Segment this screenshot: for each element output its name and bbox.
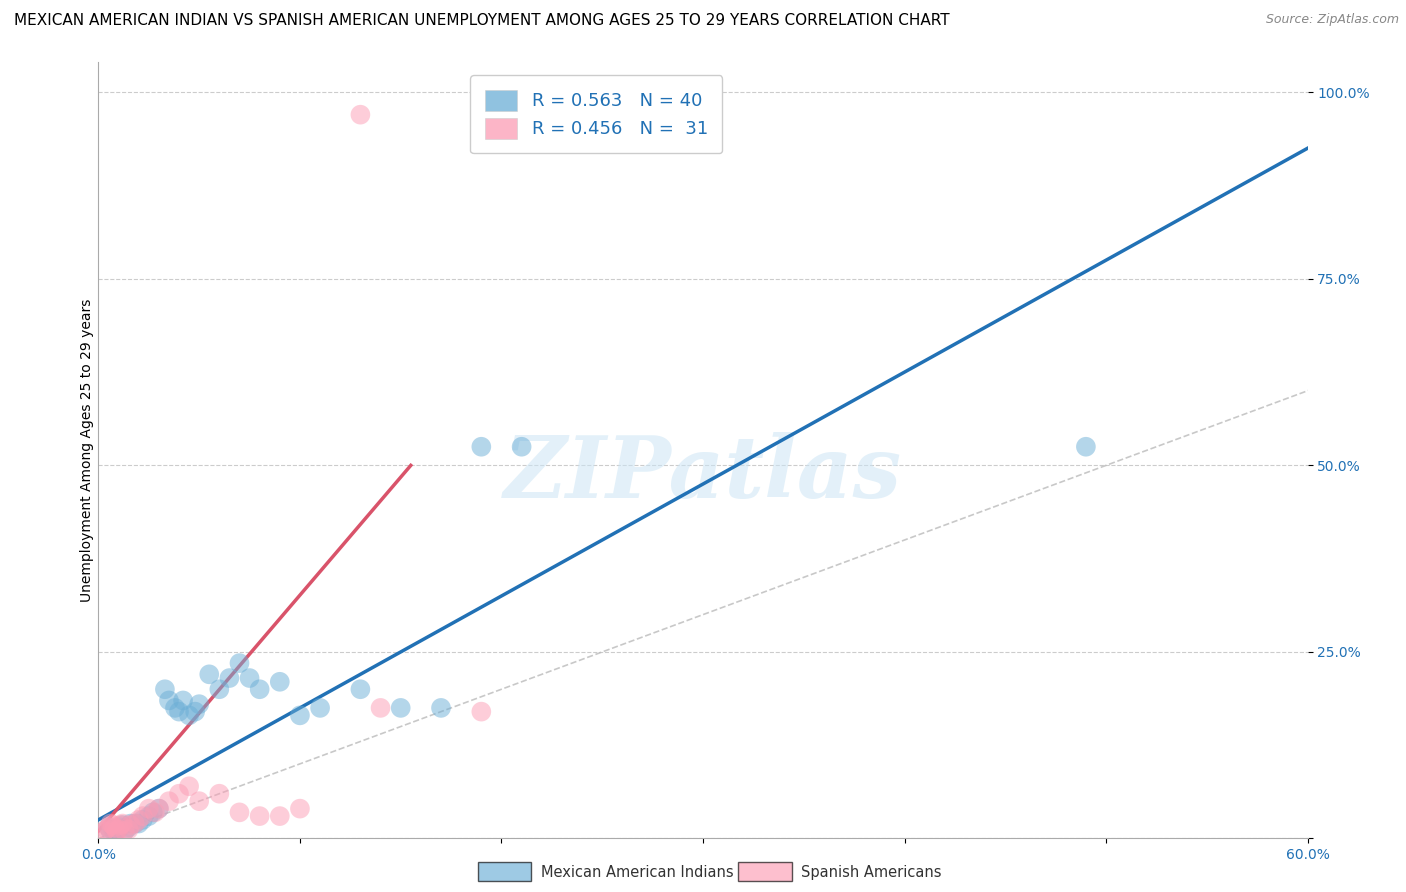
- Point: [96, 822, 118, 837]
- Point: [208, 787, 231, 801]
- Point: [142, 805, 165, 820]
- Text: Spanish Americans: Spanish Americans: [801, 865, 942, 880]
- Point: [269, 809, 291, 823]
- Point: [118, 822, 141, 837]
- Point: [114, 824, 136, 838]
- Point: [188, 794, 211, 808]
- Point: [138, 802, 160, 816]
- Point: [128, 813, 150, 827]
- Point: [114, 824, 136, 838]
- Point: [107, 822, 129, 836]
- Point: [138, 809, 160, 823]
- Point: [128, 816, 150, 830]
- Point: [103, 825, 125, 839]
- Point: [132, 809, 155, 823]
- Point: [93, 824, 115, 838]
- Point: [167, 705, 190, 719]
- Point: [288, 802, 311, 816]
- Point: [111, 816, 134, 830]
- Point: [153, 682, 176, 697]
- Point: [97, 820, 120, 834]
- Point: [148, 802, 170, 816]
- Point: [188, 697, 211, 711]
- Point: [105, 824, 128, 838]
- Point: [163, 701, 186, 715]
- Point: [470, 440, 492, 454]
- Point: [100, 816, 122, 830]
- Point: [228, 656, 250, 670]
- Point: [239, 671, 262, 685]
- Text: Mexican American Indians: Mexican American Indians: [541, 865, 734, 880]
- Point: [97, 820, 120, 834]
- Text: ZIPatlas: ZIPatlas: [503, 432, 903, 516]
- Point: [107, 822, 129, 837]
- Point: [228, 805, 250, 820]
- Point: [167, 787, 190, 801]
- Point: [179, 708, 201, 723]
- Point: [105, 824, 128, 838]
- Point: [101, 822, 124, 837]
- Point: [103, 820, 125, 834]
- Point: [470, 705, 492, 719]
- Point: [1074, 440, 1097, 454]
- Point: [269, 674, 291, 689]
- Point: [120, 818, 142, 832]
- Point: [349, 682, 371, 697]
- Point: [124, 816, 146, 830]
- Point: [218, 671, 240, 685]
- Point: [184, 705, 207, 719]
- Point: [118, 820, 141, 834]
- Point: [100, 824, 122, 838]
- Point: [110, 818, 132, 832]
- Text: Source: ZipAtlas.com: Source: ZipAtlas.com: [1265, 13, 1399, 27]
- Point: [157, 693, 180, 707]
- Point: [249, 809, 271, 823]
- Point: [198, 667, 221, 681]
- Point: [101, 818, 124, 832]
- Point: [349, 108, 371, 122]
- Point: [370, 701, 392, 715]
- Point: [208, 682, 231, 697]
- Point: [179, 779, 201, 793]
- Point: [132, 813, 155, 827]
- Point: [249, 682, 271, 697]
- Point: [111, 818, 134, 832]
- Y-axis label: Unemployment Among Ages 25 to 29 years: Unemployment Among Ages 25 to 29 years: [80, 299, 94, 602]
- Point: [510, 440, 533, 454]
- Point: [172, 693, 194, 707]
- Point: [389, 701, 412, 715]
- Point: [157, 794, 180, 808]
- Point: [120, 816, 142, 830]
- Point: [309, 701, 332, 715]
- Point: [288, 708, 311, 723]
- Point: [430, 701, 453, 715]
- Legend: R = 0.563   N = 40, R = 0.456   N =  31: R = 0.563 N = 40, R = 0.456 N = 31: [470, 75, 723, 153]
- Point: [110, 820, 132, 834]
- Point: [148, 802, 170, 816]
- Text: MEXICAN AMERICAN INDIAN VS SPANISH AMERICAN UNEMPLOYMENT AMONG AGES 25 TO 29 YEA: MEXICAN AMERICAN INDIAN VS SPANISH AMERI…: [14, 13, 949, 29]
- Point: [143, 805, 166, 820]
- Point: [124, 816, 146, 830]
